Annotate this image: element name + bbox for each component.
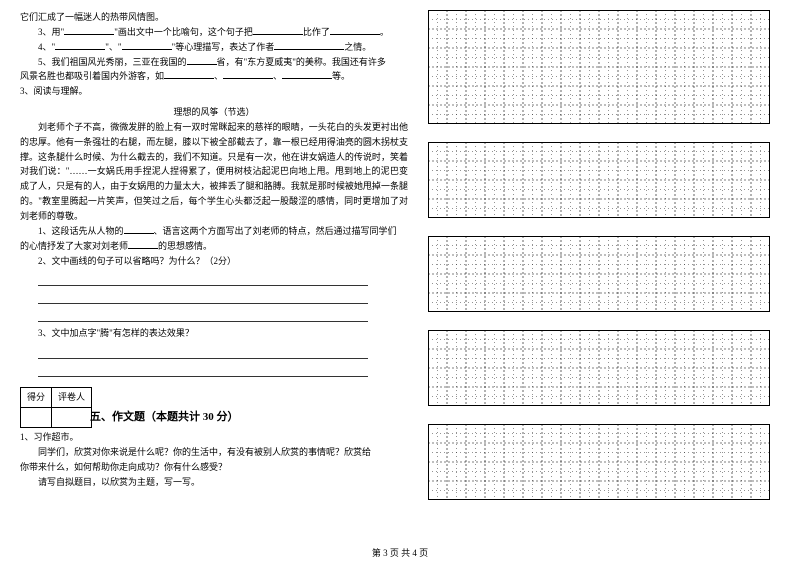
left-column: 它们汇成了一幅迷人的热带风情图。 3、用""画出文中一个比喻句，这个句子把比作了…: [20, 10, 420, 541]
writing-grid: [428, 424, 780, 500]
writing-grid: [428, 236, 780, 312]
score-header: 得分: [21, 388, 52, 408]
question-5: 5、我们祖国风光秀丽，三亚在我国的省，有"东方夏威夷"的美称。我国还有许多: [20, 55, 408, 70]
page-footer: 第 3 页 共 4 页: [0, 546, 800, 559]
blank: [122, 40, 172, 50]
writing-grid: [428, 142, 780, 218]
blank: [164, 69, 214, 79]
writing-grid: [428, 330, 780, 406]
blank: [330, 25, 380, 35]
answer-line: [38, 308, 368, 322]
reading-label: 3、阅读与理解。: [20, 84, 408, 99]
blank: [223, 69, 273, 79]
answer-line: [38, 272, 368, 286]
score-table: 得分 评卷人: [20, 387, 92, 428]
sub-question-1: 1、这段话先从人物的、语言这两个方面写出了刘老师的特点，然后通过描写同学们: [20, 224, 408, 239]
right-column: [420, 10, 780, 541]
blank: [274, 40, 344, 50]
composition-p2: 你带来什么，如何帮助你走向成功？你有什么感受？: [20, 460, 408, 475]
sub-question-2: 2、文中画线的句子可以省略吗？为什么？（2分）: [20, 254, 408, 269]
blank: [64, 25, 114, 35]
blank: [253, 25, 303, 35]
question-3: 3、用""画出文中一个比喻句，这个句子把比作了。: [20, 25, 408, 40]
answer-line: [38, 290, 368, 304]
passage-body: 刘老师个子不高，微微发胖的脸上有一双时常眯起来的慈祥的眼睛，一头花白的头发更衬出…: [20, 120, 408, 224]
composition-label: 1、习作超市。: [20, 430, 408, 445]
score-cell: [21, 408, 52, 428]
section-title: 五、作文题（本题共计 30 分）: [90, 408, 408, 430]
answer-line: [38, 363, 368, 377]
blank: [187, 55, 217, 65]
composition-p1: 同学们，欣赏对你来说是什么呢？你的生活中，有没有被别人欣赏的事情呢？欣赏给: [20, 445, 408, 460]
sub-question-3: 3、文中加点字"腾"有怎样的表达效果？: [20, 326, 408, 341]
blank: [55, 40, 105, 50]
question-5-line2: 风景名胜也都吸引着国内外游客，如、、等。: [20, 69, 408, 84]
blank: [282, 69, 332, 79]
passage-title: 理想的风筝（节选）: [20, 105, 408, 120]
grader-cell: [52, 408, 92, 428]
blank: [128, 239, 158, 249]
answer-line: [38, 345, 368, 359]
writing-grid: [428, 10, 780, 124]
blank: [124, 224, 154, 234]
sub-question-1b: 的心情抒发了大家对刘老师的思想感情。: [20, 239, 408, 254]
grader-header: 评卷人: [52, 388, 92, 408]
question-4: 4、""、""等心理描写，表达了作者之情。: [20, 40, 408, 55]
intro-line: 它们汇成了一幅迷人的热带风情图。: [20, 10, 408, 25]
composition-p3: 请写自拟题目，以欣赏为主题，写一写。: [20, 475, 408, 490]
